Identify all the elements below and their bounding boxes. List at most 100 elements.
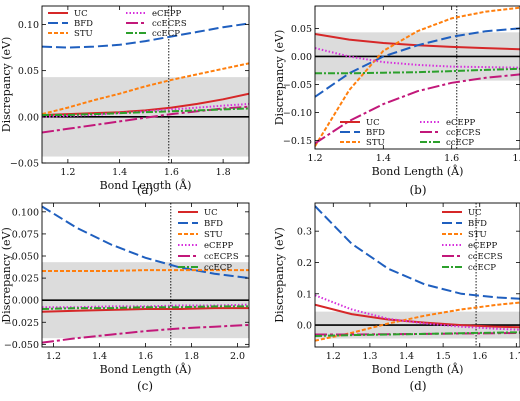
series-line-ccecp: [315, 331, 520, 337]
legend-label: ccECP: [446, 138, 474, 148]
y-tick-label: −0.05: [283, 80, 312, 91]
x-tick-label: 1.4: [376, 153, 391, 164]
y-tick-label: −0.050: [4, 340, 39, 351]
y-tick-label: 0.050: [12, 252, 39, 263]
legend-label: eCEPP: [152, 9, 181, 19]
y-tick-label: 0.05: [18, 66, 39, 77]
legend-label: ccECP.S: [204, 252, 239, 262]
legend-label: UC: [468, 208, 482, 218]
legend-label: ccECP.S: [152, 19, 187, 29]
x-tick-label: 1.5: [436, 351, 451, 362]
series-line-ecepp: [315, 294, 520, 331]
x-tick-label: 1.6: [138, 351, 153, 362]
panel-label: (b): [409, 183, 426, 197]
series-line-ccecp-s: [42, 323, 249, 344]
legend-label: BFD: [366, 128, 385, 138]
legend-label: STU: [74, 29, 93, 39]
legend-label: eCEPP: [204, 241, 233, 251]
x-tick-label: 1.6: [472, 351, 487, 362]
y-axis-label: Discrepancy (eV): [0, 227, 13, 323]
x-tick-label: 2.0: [230, 351, 245, 362]
series-line-bfd: [315, 205, 520, 300]
legend-label: UC: [204, 208, 218, 218]
plot-area: [42, 6, 249, 163]
legend-label: STU: [204, 230, 223, 240]
legend-label: ccECP: [152, 29, 180, 39]
panel-d: 1.2 1.3 1.4 1.5 1.6 1.7 0.0 0.1 0.2 0.3 Bond Lengt…: [273, 202, 520, 393]
series-line-stu: [42, 62, 249, 116]
panel-b: 1.2 1.4 1.6 1.8 −0.15 −0.10 −0.05 0.00 0.05 Bond …: [273, 5, 520, 197]
x-tick-label: 1.8: [512, 153, 520, 164]
x-tick-label: 1.7: [509, 351, 520, 362]
legend-label: eCEPP: [468, 241, 497, 251]
plot-area: [315, 6, 520, 149]
y-tick-label: 0.05: [291, 24, 312, 35]
x-axis-label: Bond Length (Å): [100, 362, 192, 376]
y-tick-label: −0.10: [283, 108, 312, 119]
legend-label: BFD: [74, 19, 93, 29]
y-axis-label: Discrepancy (eV): [273, 30, 286, 126]
legend-label: STU: [366, 138, 385, 148]
series-line-uc: [42, 307, 249, 313]
y-tick-label: 0.3: [297, 227, 312, 238]
x-tick-label: 1.3: [362, 351, 377, 362]
x-axis-label: Bond Length (Å): [372, 362, 464, 376]
legend-label: BFD: [468, 219, 487, 229]
x-tick-label: 1.8: [184, 351, 199, 362]
y-tick-label: 0.075: [12, 229, 39, 240]
x-tick-label: 1.2: [307, 153, 322, 164]
x-tick-label: 1.4: [112, 167, 127, 178]
series-line-stu: [315, 6, 520, 147]
series-line-stu: [315, 301, 520, 342]
y-tick-label: 0.1: [297, 289, 312, 300]
panel-label: (a): [137, 183, 154, 197]
axes-frame: [314, 5, 520, 150]
y-tick-label: −0.15: [283, 136, 312, 147]
legend-label: UC: [366, 118, 380, 128]
series-line-stu: [42, 269, 249, 272]
legend-label: ccECP.S: [446, 128, 481, 138]
legend-label: STU: [468, 230, 487, 240]
y-tick-label: 0.00: [291, 52, 312, 63]
plot-area: [42, 203, 249, 347]
y-tick-label: 0.025: [12, 274, 39, 285]
x-tick-label: 1.2: [326, 351, 341, 362]
y-tick-label: 0.100: [12, 207, 39, 218]
panel-label: (d): [409, 379, 426, 393]
series-line-ecepp: [315, 47, 520, 69]
y-tick-label: 0.10: [18, 20, 39, 31]
x-tick-label: 1.6: [444, 153, 459, 164]
series-line-uc: [315, 303, 520, 329]
legend-label: UC: [74, 9, 88, 19]
y-tick-label: −0.025: [4, 318, 39, 329]
series-line-uc: [42, 92, 249, 116]
series-line-bfd: [315, 27, 520, 98]
x-tick-label: 1.6: [164, 167, 179, 178]
y-tick-label: 0.0: [297, 321, 312, 332]
x-tick-label: 1.4: [92, 351, 107, 362]
series-line-ecepp: [42, 102, 249, 118]
panel-label: (c): [137, 379, 153, 393]
legend-label: ccECP.S: [468, 252, 503, 262]
legend-label: eCEPP: [446, 118, 475, 128]
x-tick-label: 1.2: [46, 351, 61, 362]
y-tick-label: 0.000: [12, 296, 39, 307]
series-line-ccecp: [42, 107, 249, 116]
series-line-ccecp: [315, 67, 520, 75]
x-tick-label: 1.4: [399, 351, 414, 362]
series-line-ccecp: [42, 305, 249, 310]
series-line-ccecp-s: [315, 73, 520, 145]
x-axis-label: Bond Length (Å): [100, 178, 192, 192]
y-tick-label: −0.05: [10, 159, 39, 170]
plot-area: [315, 203, 520, 347]
x-tick-label: 1.2: [60, 167, 75, 178]
x-tick-label: 1.8: [216, 167, 231, 178]
y-tick-label: 0.00: [18, 112, 39, 123]
x-axis-label: Bond Length (Å): [372, 164, 464, 178]
axes-frame: [41, 5, 250, 164]
